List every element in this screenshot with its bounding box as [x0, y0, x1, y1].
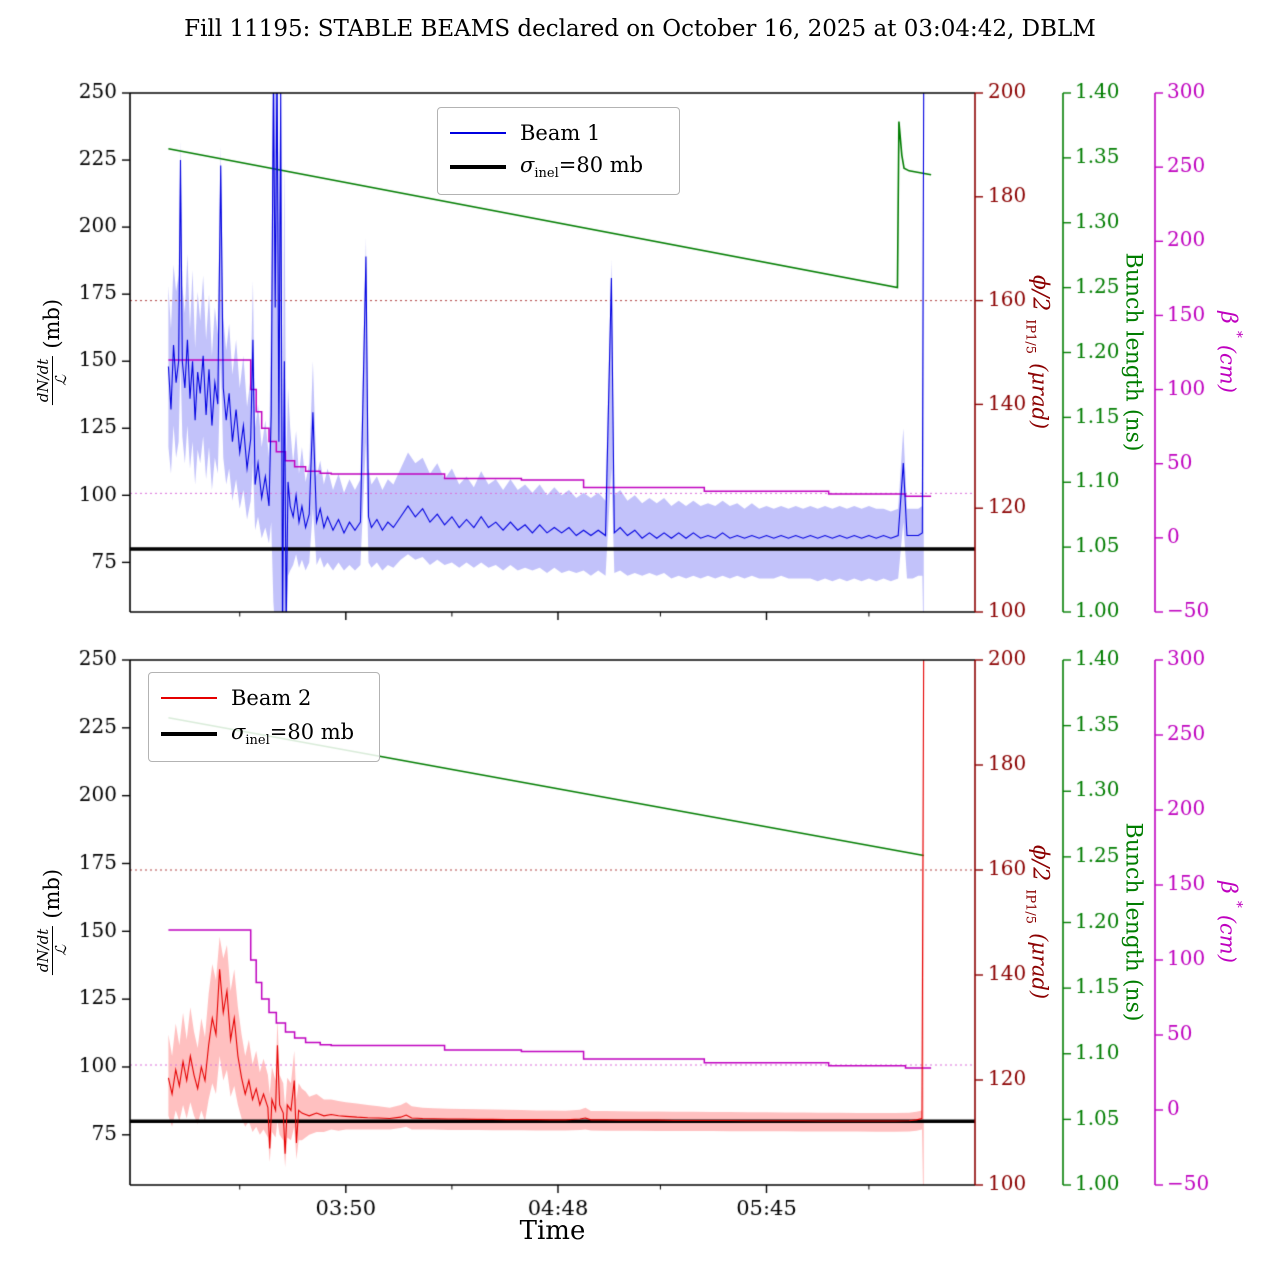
phi-label-unit: (μrad): [1028, 933, 1052, 1000]
beta-label-sup: *: [1228, 330, 1245, 338]
bunch-length-axis-label-top: Bunch length (ns): [1121, 253, 1146, 452]
left-axis-unit: (mb): [40, 868, 64, 919]
beta-label-main: β: [1215, 311, 1241, 324]
bunch-label-text: Bunch length (ns): [1120, 822, 1146, 1022]
dndt-over-lumi-fraction: dN/dt ℒ: [34, 925, 70, 976]
sigma-value: =80 mb: [269, 719, 355, 744]
beam2-legend: Beam 2 σinel=80 mb: [148, 672, 380, 762]
sigma-legend-label: σinel=80 mb: [520, 153, 643, 181]
dndt-over-lumi-fraction: dN/dt ℒ: [34, 355, 70, 406]
x-axis-label: Time: [519, 1216, 586, 1246]
sigma-symbol: σ: [231, 719, 246, 744]
fraction-numerator: dN/dt: [34, 355, 53, 406]
sigma-subscript: inel: [245, 732, 270, 748]
beam2-line-swatch: [161, 697, 217, 700]
legend-row-sigma: σinel=80 mb: [450, 153, 667, 181]
sigma-line-swatch: [450, 165, 506, 170]
figure-title: Fill 11195: STABLE BEAMS declared on Oct…: [184, 16, 1096, 42]
beta-label-unit: (cm): [1216, 914, 1240, 963]
beta-label-main: β: [1215, 881, 1241, 894]
beam1-left-axis-label: dN/dt ℒ (mb): [34, 298, 70, 406]
beam1-legend-label: Beam 1: [520, 120, 601, 145]
legend-row-sigma: σinel=80 mb: [161, 720, 367, 748]
legend-row-beam1: Beam 1: [450, 121, 667, 145]
beta-label-unit: (cm): [1216, 344, 1240, 393]
sigma-legend-label: σinel=80 mb: [231, 720, 354, 748]
phi-label-main: ϕ/2: [1027, 274, 1053, 312]
phi-label-main: ϕ/2: [1027, 844, 1053, 882]
beam2-left-axis-label: dN/dt ℒ (mb): [34, 868, 70, 976]
phi-label-sub: IP1/5: [1022, 889, 1038, 925]
bunch-label-text: Bunch length (ns): [1120, 252, 1146, 452]
phi-axis-label-bottom: ϕ/2 IP1/5 (μrad): [1023, 844, 1053, 1000]
beam2-legend-label: Beam 2: [231, 686, 312, 711]
left-axis-unit: (mb): [40, 298, 64, 349]
sigma-symbol: σ: [520, 153, 535, 178]
beta-star-axis-label-top: β * (cm): [1215, 311, 1245, 393]
sigma-line-swatch: [161, 731, 217, 736]
fraction-denominator: ℒ: [51, 944, 70, 956]
sigma-value: =80 mb: [558, 153, 644, 178]
bunch-length-axis-label-bottom: Bunch length (ns): [1121, 823, 1146, 1022]
sigma-subscript: inel: [534, 166, 559, 182]
legend-row-beam2: Beam 2: [161, 686, 367, 710]
phi-label-sub: IP1/5: [1022, 319, 1038, 355]
phi-label-unit: (μrad): [1028, 363, 1052, 430]
phi-axis-label-top: ϕ/2 IP1/5 (μrad): [1023, 274, 1053, 430]
fraction-denominator: ℒ: [51, 374, 70, 386]
beta-label-sup: *: [1228, 900, 1245, 908]
beam1-legend: Beam 1 σinel=80 mb: [437, 107, 680, 195]
fraction-numerator: dN/dt: [34, 925, 53, 976]
beta-star-axis-label-bottom: β * (cm): [1215, 881, 1245, 963]
beam1-line-swatch: [450, 131, 506, 134]
